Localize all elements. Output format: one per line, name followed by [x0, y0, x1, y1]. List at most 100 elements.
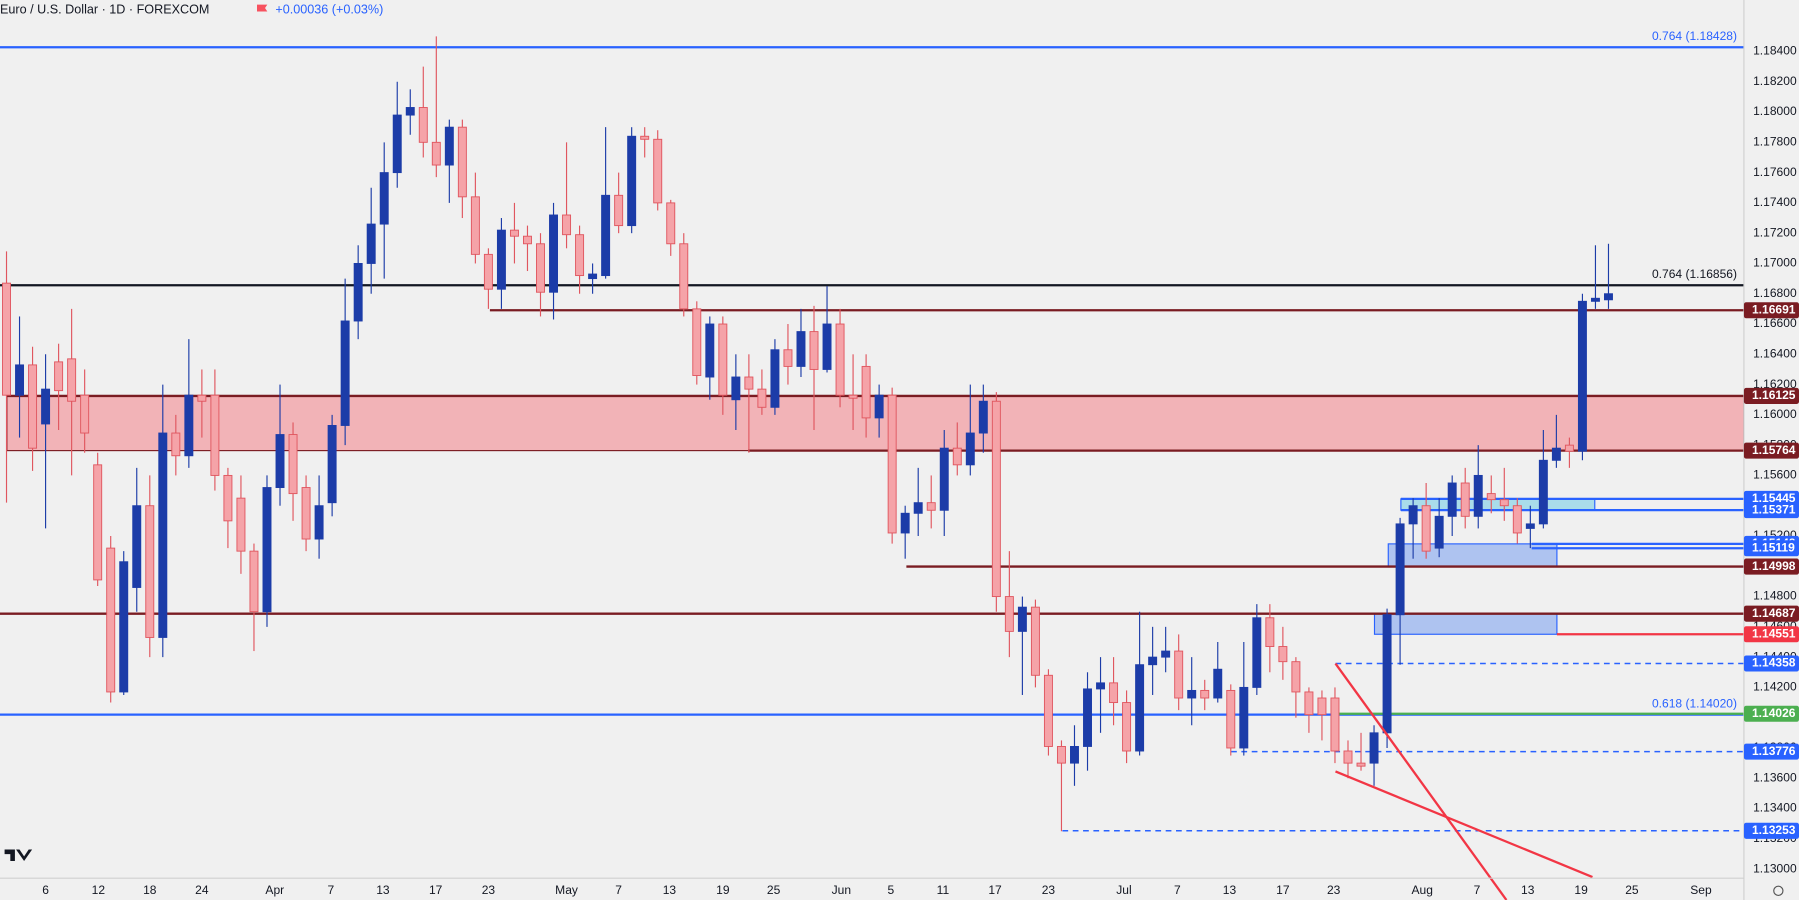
fib-label: 0.764 (1.16856) — [1652, 267, 1737, 281]
candle-body — [575, 234, 585, 277]
candle-body — [431, 141, 441, 166]
candle-body — [965, 432, 975, 466]
x-tick-label: 17 — [1276, 883, 1290, 897]
fib-label: 0.618 (1.14020) — [1652, 697, 1737, 711]
candle-body — [1109, 682, 1119, 704]
candle-body — [1330, 697, 1340, 752]
candle-body — [939, 447, 949, 511]
candle-body — [496, 229, 506, 290]
candle-body — [15, 364, 25, 396]
logo — [4, 849, 33, 861]
price-label-box — [1743, 626, 1799, 643]
candle-body — [627, 135, 637, 227]
trendline — [1335, 770, 1593, 879]
x-tick-label: 13 — [1521, 883, 1535, 897]
x-tick-label: 24 — [195, 883, 209, 897]
candle-body — [392, 114, 402, 174]
x-tick-label: 23 — [482, 883, 496, 897]
x-tick-label: Apr — [265, 883, 284, 897]
candle-body — [28, 364, 38, 449]
x-tick-label: 23 — [1042, 883, 1056, 897]
y-tick-label: 1.18000 — [1753, 104, 1797, 118]
candle-body — [1161, 650, 1171, 658]
price-change: +0.00036 (+0.03%) — [275, 3, 383, 17]
x-tick-label: 6 — [42, 883, 49, 897]
y-tick-label: 1.17400 — [1753, 195, 1797, 209]
candle-body — [1017, 606, 1027, 632]
price-label-box — [1743, 540, 1799, 557]
fib-label: 0.764 (1.18428) — [1652, 29, 1737, 43]
settings-icon[interactable] — [1773, 885, 1784, 896]
candle-body — [249, 550, 259, 613]
y-tick-label: 1.16200 — [1753, 377, 1797, 391]
y-tick-label: 1.16000 — [1753, 407, 1797, 421]
candle-body — [171, 432, 181, 457]
candle-body — [444, 126, 454, 166]
candle-body — [1096, 682, 1106, 690]
candle-body — [1304, 691, 1314, 716]
price-label-box — [1743, 442, 1799, 459]
candle-body — [1056, 746, 1066, 764]
candle-body — [1434, 515, 1444, 549]
candle-body — [796, 331, 806, 367]
candle-body — [900, 512, 910, 534]
candle-body — [978, 400, 988, 434]
x-tick-label: 12 — [92, 883, 106, 897]
candle-body — [1447, 482, 1457, 517]
candle-body — [1004, 596, 1014, 632]
price-label-box — [1743, 387, 1799, 404]
price-label: 1.14998 — [1752, 559, 1796, 573]
candle-body — [809, 331, 819, 370]
candle-body — [913, 502, 923, 514]
candle-body — [861, 365, 871, 419]
price-label: 1.13253 — [1752, 823, 1796, 837]
candle-body — [536, 243, 545, 293]
candle-body — [1265, 617, 1275, 647]
candle-body — [1382, 614, 1392, 734]
candle-body — [119, 561, 129, 693]
candle-body — [470, 196, 480, 255]
candle-body — [132, 505, 142, 588]
candle-body — [41, 388, 51, 425]
candle-body — [1343, 750, 1353, 764]
candle-body — [640, 135, 650, 140]
candle-body — [744, 376, 754, 390]
x-tick-label: 19 — [716, 883, 730, 897]
candle-body — [184, 394, 194, 457]
price-label: 1.14687 — [1752, 606, 1796, 620]
candle-body — [783, 349, 793, 367]
candle-body — [757, 388, 767, 408]
x-tick-label: 25 — [1625, 883, 1639, 897]
x-tick-label: 23 — [1327, 883, 1341, 897]
candle-body — [509, 229, 519, 237]
price-label-box — [1743, 822, 1799, 839]
candle-body — [1083, 688, 1092, 747]
y-tick-label: 1.15600 — [1753, 468, 1797, 482]
y-tick-label: 1.13600 — [1753, 770, 1797, 784]
y-tick-label: 1.18400 — [1753, 44, 1797, 58]
candle-body — [1030, 606, 1040, 676]
candle-body — [67, 358, 77, 402]
x-tick-label: Aug — [1412, 883, 1433, 897]
price-label-box — [1743, 502, 1799, 519]
x-tick-label: 17 — [429, 883, 443, 897]
price-label: 1.14026 — [1752, 706, 1796, 720]
y-tick-label: 1.13400 — [1753, 801, 1797, 815]
candle-body — [1200, 689, 1210, 699]
candle-body — [145, 505, 155, 638]
x-tick-label: 7 — [1474, 883, 1481, 897]
trendline — [1334, 662, 1508, 900]
price-label: 1.14358 — [1752, 656, 1796, 670]
y-tick-label: 1.14800 — [1753, 589, 1797, 603]
candle-body — [340, 320, 350, 426]
price-label-box — [1743, 302, 1799, 319]
price-label: 1.15764 — [1752, 443, 1796, 457]
candle-body — [210, 394, 220, 476]
candle-body — [887, 394, 897, 534]
candle-body — [353, 262, 363, 322]
candle-body — [1291, 661, 1301, 693]
candle-body — [1564, 444, 1574, 452]
candle-body — [1538, 459, 1548, 525]
candle-body — [822, 323, 832, 370]
y-tick-label: 1.18200 — [1753, 74, 1797, 88]
